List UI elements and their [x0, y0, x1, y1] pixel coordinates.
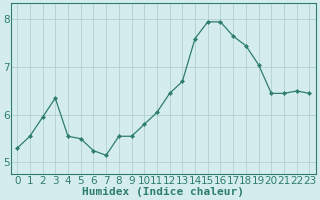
X-axis label: Humidex (Indice chaleur): Humidex (Indice chaleur)	[82, 187, 244, 197]
